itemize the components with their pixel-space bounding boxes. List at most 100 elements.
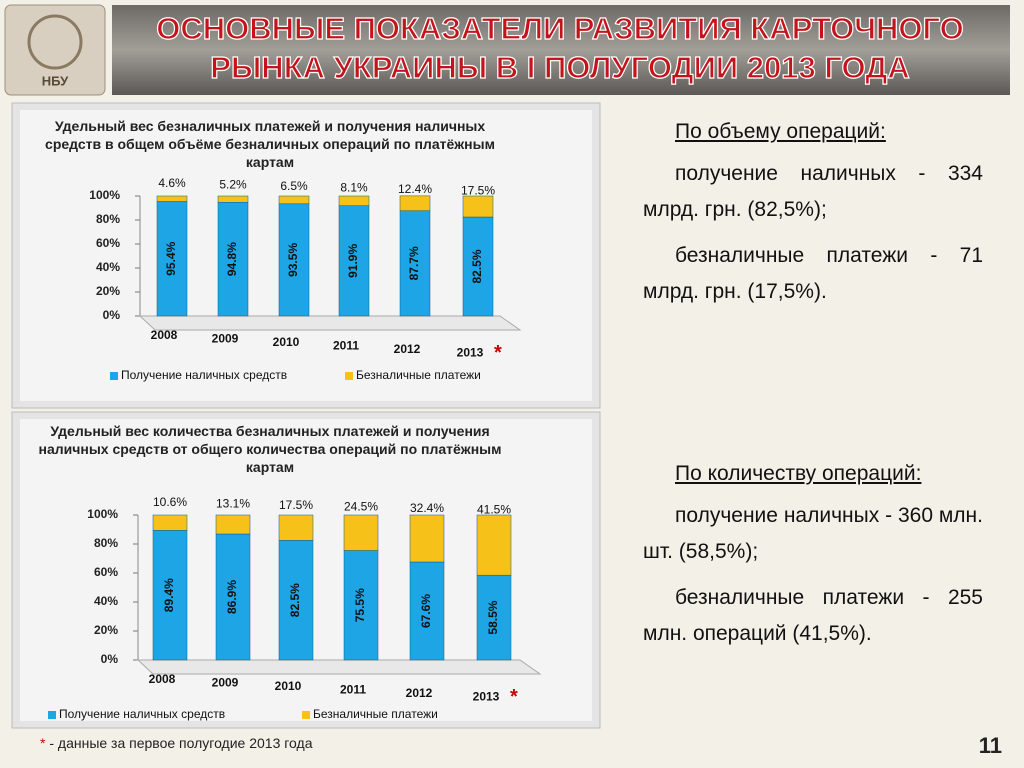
value-label: 41.5%: [477, 503, 511, 517]
text-block: По объему операций: получение наличных -…: [643, 120, 983, 320]
bar-segment: [156, 201, 188, 317]
legend-label: Получение наличных средств: [121, 368, 287, 382]
floor: [136, 659, 542, 675]
paragraph: получение наличных - 360 млн. шт. (58,5%…: [643, 504, 983, 563]
y-tick-label: 100%: [87, 507, 118, 521]
y-tick-label: 0%: [103, 308, 121, 322]
x-tick-label: 2008: [151, 328, 178, 342]
x-tick-label: 2011: [340, 683, 366, 697]
x-tick-label: 2010: [275, 679, 302, 693]
block-heading: По количеству операций:: [675, 462, 922, 485]
bar-segment: [409, 514, 445, 563]
bar-segment: [476, 514, 512, 576]
bar-segment: [152, 530, 188, 661]
bar-segment: [343, 550, 379, 661]
value-label: 6.5%: [280, 179, 308, 193]
bar-segment: [343, 514, 379, 551]
paragraph: безналичные платежи - 71 млрд. грн. (17,…: [643, 244, 983, 303]
value-label: 17.5%: [461, 184, 495, 198]
annotation: *: [494, 342, 502, 364]
paragraph: безналичные платежи - 255 млн. операций …: [643, 586, 983, 645]
bar-segment: [156, 195, 188, 202]
value-label: 86.9%: [225, 580, 239, 614]
value-label: 32.4%: [410, 501, 444, 515]
x-tick-label: 2013: [473, 690, 500, 704]
footnote: * - данные за первое полугодие 2013 года: [40, 735, 312, 751]
bar-segment: [476, 574, 512, 661]
text-block: По количеству операций: получение наличн…: [643, 462, 983, 662]
value-label: 67.6%: [419, 594, 433, 628]
value-label: 93.5%: [286, 243, 300, 277]
y-tick-label: 40%: [96, 260, 120, 274]
legend-swatch: [110, 372, 118, 380]
legend-label: Безналичные платежи: [313, 707, 438, 721]
value-label: 58.5%: [486, 600, 500, 634]
value-label: 95.4%: [164, 241, 178, 275]
y-tick-label: 40%: [94, 594, 118, 608]
bar-segment: [215, 514, 251, 535]
paragraph: получение наличных - 334 млрд. грн. (82,…: [643, 162, 983, 221]
value-label: 4.6%: [158, 176, 186, 190]
logo-emblem: [27, 14, 83, 70]
bar-segment: [409, 561, 445, 661]
value-label: 8.1%: [340, 181, 368, 195]
bar-segment: [338, 205, 370, 317]
chart-title: Удельный вес безналичных платежей и полу…: [45, 118, 495, 170]
y-tick-label: 80%: [96, 212, 120, 226]
x-tick-label: 2009: [212, 332, 239, 346]
value-label: 91.9%: [346, 244, 360, 278]
value-label: 75.5%: [353, 588, 367, 622]
x-tick-label: 2011: [333, 339, 359, 353]
value-label: 82.5%: [470, 249, 484, 283]
page-number: 11: [978, 733, 1002, 758]
footnote-text: - данные за первое полугодие 2013 года: [49, 735, 313, 751]
value-label: 12.4%: [398, 182, 432, 196]
y-tick-label: 80%: [94, 536, 118, 550]
block-heading: По объему операций:: [675, 120, 886, 143]
value-label: 94.8%: [225, 242, 239, 276]
bar-segment: [338, 195, 370, 206]
x-tick-label: 2010: [273, 335, 300, 349]
value-label: 5.2%: [219, 178, 247, 192]
bar-segment: [278, 514, 314, 541]
legend-swatch: [302, 711, 310, 719]
value-label: 89.4%: [162, 578, 176, 612]
bar-segment: [152, 514, 188, 531]
logo-text: НБУ: [42, 73, 69, 88]
bar-segment: [462, 195, 494, 218]
legend-swatch: [345, 372, 353, 380]
value-label: 24.5%: [344, 500, 378, 514]
legend-label: Безналичные платежи: [356, 368, 481, 382]
bar-segment: [217, 195, 249, 203]
bar-segment: [399, 195, 431, 212]
x-tick-label: 2012: [394, 342, 421, 356]
value-label: 10.6%: [153, 495, 187, 509]
x-tick-label: 2008: [149, 672, 176, 686]
bar-segment: [462, 216, 494, 317]
floor: [138, 315, 522, 331]
bar-segment: [399, 210, 431, 317]
value-label: 82.5%: [288, 583, 302, 617]
title-banner: [112, 5, 1010, 95]
value-label: 87.7%: [407, 246, 421, 280]
footnote-mark: *: [40, 735, 46, 751]
bar-segment: [217, 201, 249, 317]
y-tick-label: 60%: [94, 565, 118, 579]
value-label: 17.5%: [279, 498, 313, 512]
bar-segment: [278, 195, 310, 205]
chart-title: Удельный вес количества безналичных плат…: [38, 423, 502, 475]
x-tick-label: 2009: [212, 676, 239, 690]
slide-title: ОСНОВНЫЕ ПОКАЗАТЕЛИ РАЗВИТИЯ КАРТОЧНОГО: [156, 11, 964, 46]
y-tick-label: 60%: [96, 236, 120, 250]
annotation: *: [510, 686, 518, 708]
legend-swatch: [48, 711, 56, 719]
y-tick-label: 20%: [96, 284, 120, 298]
y-tick-label: 0%: [101, 652, 119, 666]
legend-label: Получение наличных средств: [59, 707, 225, 721]
x-tick-label: 2012: [406, 686, 433, 700]
logo: [4, 4, 106, 96]
bar-segment: [278, 540, 314, 661]
y-tick-label: 20%: [94, 623, 118, 637]
